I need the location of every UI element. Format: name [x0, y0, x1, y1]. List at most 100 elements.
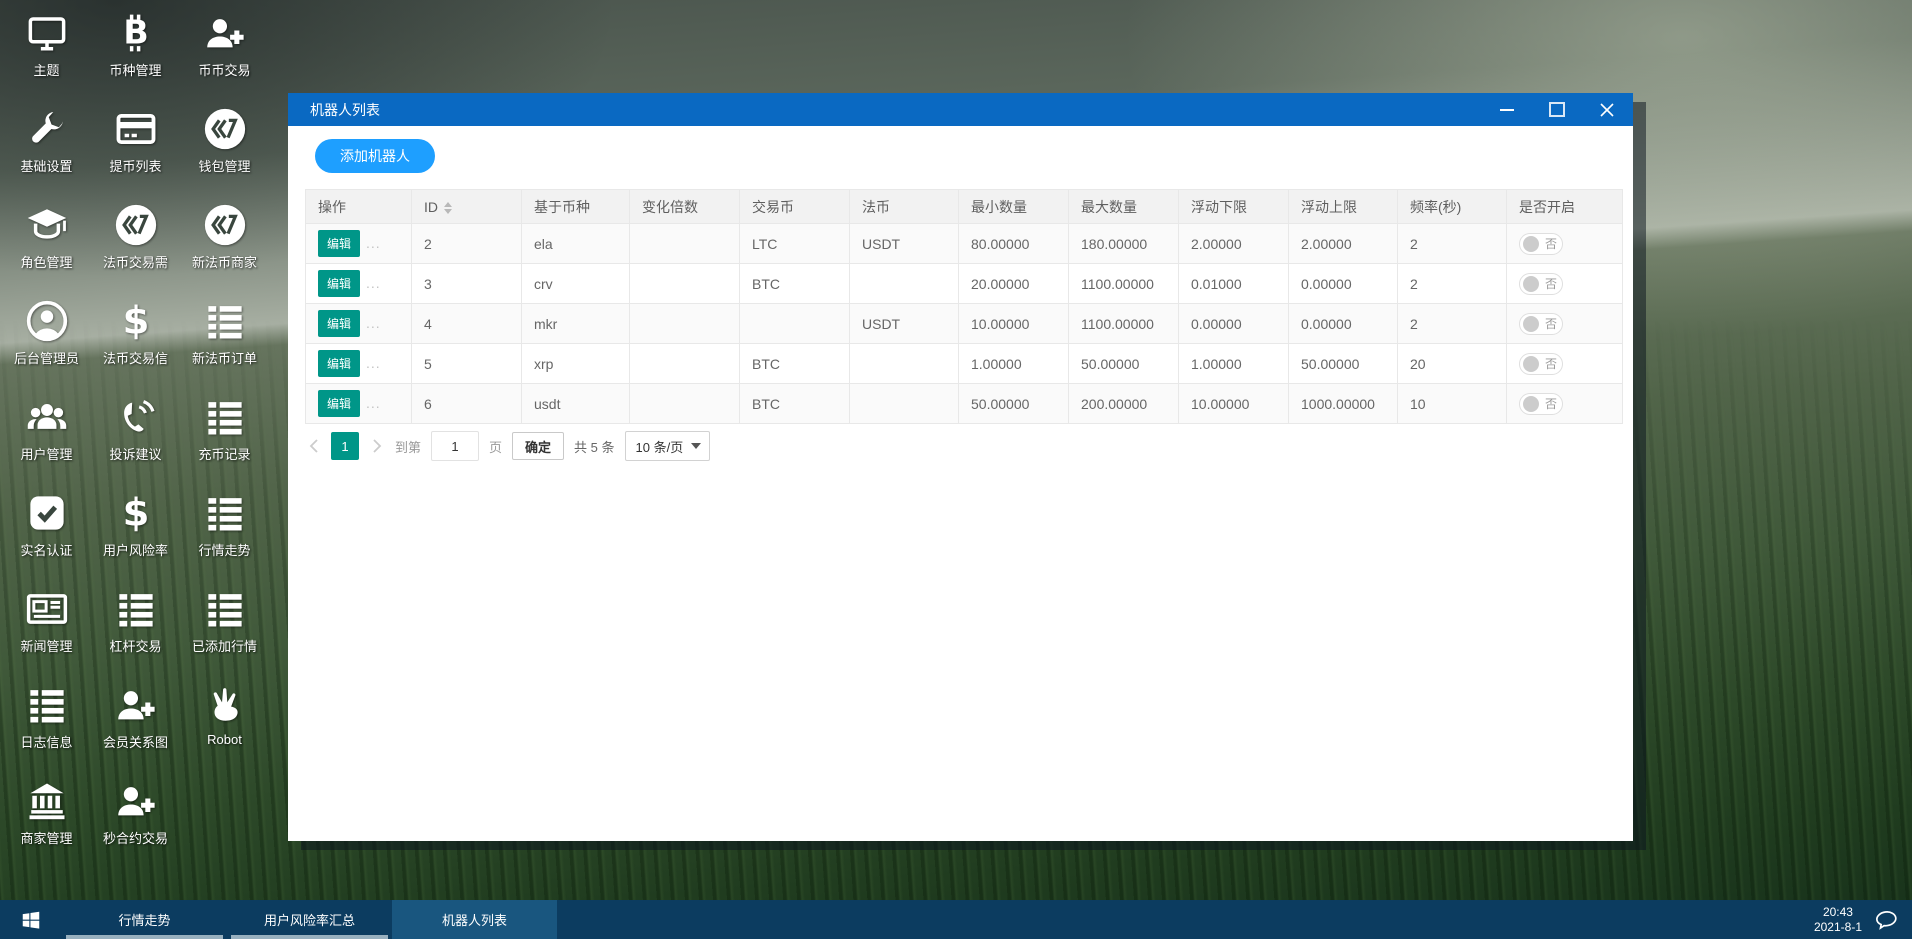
taskbar-item-market-trend[interactable]: 行情走势: [62, 900, 227, 939]
more-button[interactable]: ...: [366, 355, 381, 371]
desktop-icon-coin-trade[interactable]: 币币交易: [180, 4, 269, 100]
desktop-icon-admins[interactable]: 后台管理员: [2, 292, 91, 388]
enable-toggle[interactable]: 否: [1519, 312, 1563, 335]
desktop-icon-label: 新闻管理: [20, 639, 73, 654]
desktop-icon-label: 币币交易: [198, 63, 251, 78]
user-circle-icon: [25, 298, 69, 344]
more-button[interactable]: ...: [366, 395, 381, 411]
desktop-icon-wallet[interactable]: 钱包管理: [180, 100, 269, 196]
cell-min: 10.00000: [958, 303, 1069, 344]
table-row: 编辑... 5 xrp BTC 1.00000 50.00000 1.00000…: [305, 343, 1623, 384]
minimize-icon[interactable]: [1499, 102, 1515, 118]
edit-button[interactable]: 编辑: [318, 310, 361, 337]
cell-multiple: [629, 263, 740, 304]
page-number-button[interactable]: 1: [331, 432, 359, 460]
desktop-icon-logs[interactable]: 日志信息: [2, 676, 91, 772]
edit-button[interactable]: 编辑: [318, 230, 361, 257]
desktop-icon-label: 提币列表: [109, 159, 162, 174]
add-robot-button[interactable]: 添加机器人: [315, 139, 435, 173]
enable-toggle[interactable]: 否: [1519, 392, 1563, 415]
enable-toggle[interactable]: 否: [1519, 232, 1563, 255]
desktop-icon-base-settings[interactable]: 基础设置: [2, 100, 91, 196]
desktop-icon-withdraw-list[interactable]: 提币列表: [91, 100, 180, 196]
prev-page-icon[interactable]: [305, 432, 321, 460]
window-body: 添加机器人 操作 ID 基于币种 变化倍数 交易币 法币 最小数: [288, 126, 1633, 841]
desktop-icon-user-manage[interactable]: 用户管理: [2, 388, 91, 484]
edit-button[interactable]: 编辑: [318, 390, 361, 417]
desktop-icon-label: Robot: [207, 732, 242, 747]
col-min: 最小数量: [958, 189, 1069, 224]
maximize-icon[interactable]: [1549, 102, 1565, 118]
more-button[interactable]: ...: [366, 315, 381, 331]
cell-freq: 2: [1397, 303, 1507, 344]
cell-upper: 2.00000: [1288, 223, 1398, 264]
cell-id: 6: [411, 383, 522, 424]
cell-base: ela: [521, 223, 630, 264]
desktop-icon-risk-rate[interactable]: $ 用户风险率: [91, 484, 180, 580]
confirm-button[interactable]: 确定: [512, 432, 565, 460]
cell-freq: 20: [1397, 343, 1507, 384]
cell-trade: BTC: [739, 263, 850, 304]
desktop-icon-roles[interactable]: 角色管理: [2, 196, 91, 292]
table-row: 编辑... 3 crv BTC 20.00000 1100.00000 0.01…: [305, 263, 1623, 304]
desktop-icon-market-trend[interactable]: 行情走势: [180, 484, 269, 580]
graduation-cap-icon: [24, 202, 70, 248]
desktop-icon-coin-manage[interactable]: B 币种管理: [91, 4, 180, 100]
desktop-icon-fiat-demand[interactable]: 法币交易需: [91, 196, 180, 292]
cell-lower: 0.00000: [1178, 303, 1289, 344]
desktop-icon-leverage[interactable]: 杠杆交易: [91, 580, 180, 676]
desktop-icon-label: 新法币商家: [191, 255, 257, 270]
next-page-icon[interactable]: [369, 432, 385, 460]
more-button[interactable]: ...: [366, 235, 381, 251]
desktop-icon-label: 法币交易需: [102, 255, 168, 270]
dollar-icon: $: [115, 298, 157, 344]
cell-id: 2: [411, 223, 522, 264]
desktop-icon-fiat-orders[interactable]: 新法币订单: [180, 292, 269, 388]
desktop-icon-second-contract[interactable]: 秒合约交易: [91, 772, 180, 868]
taskbar-item-robot-list[interactable]: 机器人列表: [392, 900, 557, 939]
sort-icon[interactable]: [444, 201, 452, 214]
goto-page-input[interactable]: [431, 431, 480, 461]
taskbar: 行情走势 用户风险率汇总 机器人列表 20:43 2021-8-1: [0, 900, 1912, 939]
desktop-icon-fiat-merchant[interactable]: 新法币商家: [180, 196, 269, 292]
per-page-select[interactable]: 10 条/页: [624, 431, 711, 461]
close-icon[interactable]: [1599, 102, 1615, 118]
desktop-icon-added-market[interactable]: 已添加行情: [180, 580, 269, 676]
enable-toggle[interactable]: 否: [1519, 352, 1563, 375]
table-row: 编辑... 4 mkr USDT 10.00000 1100.00000 0.0…: [305, 303, 1623, 344]
start-button[interactable]: [0, 900, 62, 939]
edit-button[interactable]: 编辑: [318, 270, 361, 297]
cell-fiat: USDT: [849, 303, 959, 344]
col-fiat: 法币: [849, 189, 959, 224]
desktop-icon-member-graph[interactable]: 会员关系图: [91, 676, 180, 772]
cell-upper: 0.00000: [1288, 263, 1398, 304]
chat-bubble-icon[interactable]: [1874, 909, 1898, 931]
desktop-icon-theme[interactable]: 主题: [2, 4, 91, 100]
desktop-icon-label: 币种管理: [109, 63, 162, 78]
col-max: 最大数量: [1068, 189, 1179, 224]
desktop-icon-label: 实名认证: [20, 543, 73, 558]
desktop-icon-kyc[interactable]: 实名认证: [2, 484, 91, 580]
desktop-icon-label: 基础设置: [20, 159, 73, 174]
newspaper-icon: [24, 586, 70, 632]
list-icon: [204, 490, 246, 536]
window-titlebar[interactable]: 机器人列表: [288, 93, 1633, 126]
bitcoin-icon: B: [115, 10, 157, 56]
desktop-icon-label: 日志信息: [20, 735, 73, 750]
desktop-icon-robot[interactable]: Robot: [180, 676, 269, 772]
taskbar-item-risk-summary[interactable]: 用户风险率汇总: [227, 900, 392, 939]
desktop-icon-deposit-log[interactable]: 充币记录: [180, 388, 269, 484]
desktop-icon-fiat-message[interactable]: $ 法币交易信: [91, 292, 180, 388]
cell-base: crv: [521, 263, 630, 304]
desktop-icon-news[interactable]: 新闻管理: [2, 580, 91, 676]
enable-toggle[interactable]: 否: [1519, 272, 1563, 295]
desktop-icon-label: 主题: [33, 63, 60, 78]
coin-icon: [202, 202, 248, 248]
bank-icon: [25, 778, 69, 824]
taskbar-clock[interactable]: 20:43 2021-8-1: [1814, 905, 1862, 935]
edit-button[interactable]: 编辑: [318, 350, 361, 377]
desktop-icon-label: 行情走势: [198, 543, 251, 558]
desktop-icon-merchant[interactable]: 商家管理: [2, 772, 91, 868]
more-button[interactable]: ...: [366, 275, 381, 291]
desktop-icon-complaints[interactable]: 投诉建议: [91, 388, 180, 484]
